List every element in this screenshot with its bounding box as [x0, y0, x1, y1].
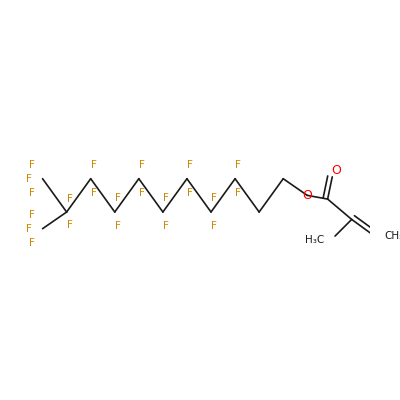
Text: F: F [30, 210, 35, 220]
Text: O: O [302, 189, 312, 202]
Text: F: F [235, 160, 241, 170]
Text: F: F [211, 221, 217, 231]
Text: F: F [163, 221, 169, 231]
Text: F: F [139, 188, 144, 198]
Text: F: F [30, 160, 35, 170]
Text: F: F [90, 160, 96, 170]
Text: F: F [30, 238, 35, 248]
Text: F: F [115, 193, 120, 203]
Text: F: F [139, 160, 144, 170]
Text: F: F [90, 188, 96, 198]
Text: F: F [30, 188, 35, 198]
Text: F: F [115, 221, 120, 231]
Text: F: F [235, 188, 241, 198]
Text: F: F [26, 174, 32, 184]
Text: F: F [26, 224, 32, 234]
Text: F: F [187, 188, 193, 198]
Text: CH₂: CH₂ [384, 231, 400, 241]
Text: F: F [68, 194, 73, 204]
Text: F: F [187, 160, 193, 170]
Text: F: F [211, 193, 217, 203]
Text: H₃C: H₃C [305, 235, 324, 245]
Text: O: O [331, 164, 341, 177]
Text: F: F [68, 220, 73, 230]
Text: F: F [163, 193, 169, 203]
